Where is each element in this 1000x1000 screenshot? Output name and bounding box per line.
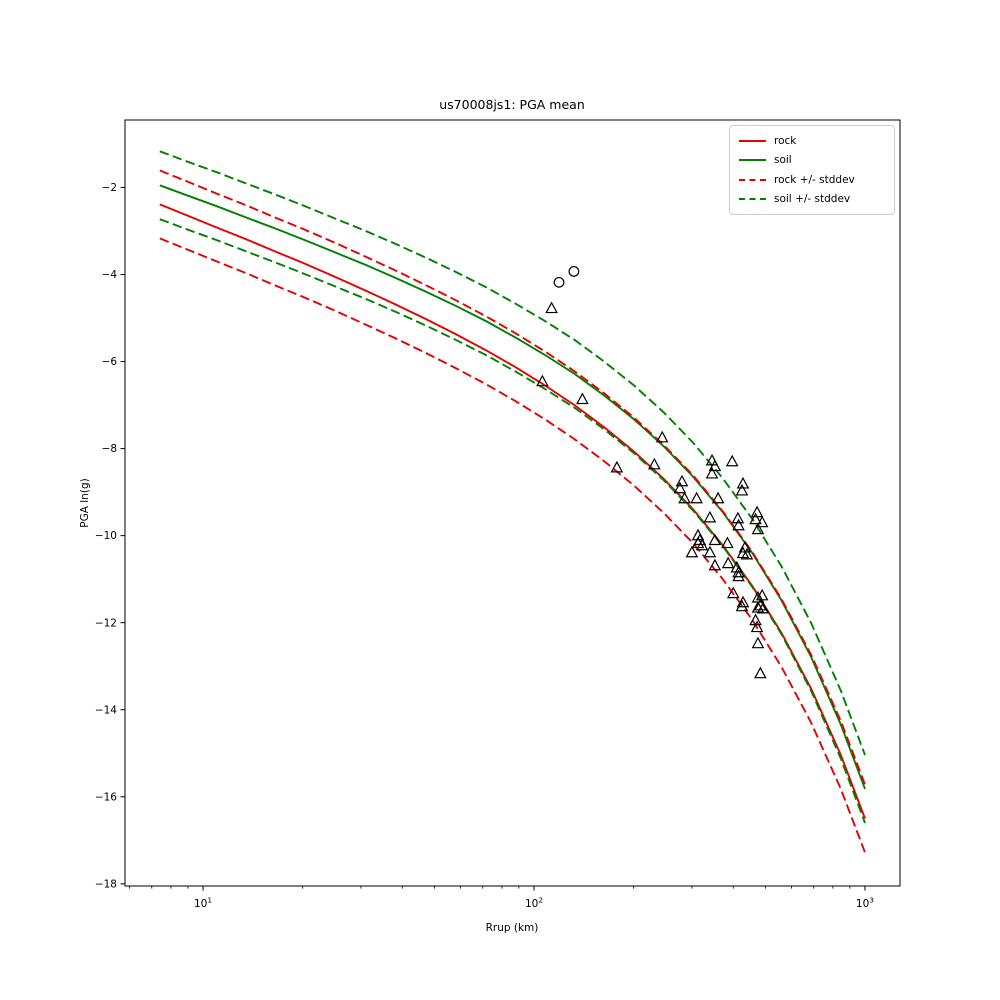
triangle-marker (725, 454, 739, 467)
triangle-marker (576, 392, 589, 405)
triangle-marker (740, 547, 754, 560)
series-rock-stddev-upper (159, 169, 866, 785)
triangle-marker (705, 466, 719, 479)
series-soil-stddev-upper (159, 150, 866, 756)
series-rock-stddev-lower (159, 237, 866, 853)
triangle-marker (736, 595, 750, 608)
x-axis-label: Rrup (km) (486, 922, 539, 934)
axis-ticks: 101 102 103 −2 −4 −6 −8 −10 −12 −14 −16 −18 (95, 182, 874, 910)
triangle-marker (750, 620, 764, 633)
triangle-marker (708, 558, 722, 571)
triangle-marker (655, 430, 669, 443)
triangle-marker (755, 515, 769, 528)
triangle-marker (735, 599, 749, 612)
scatter-group-recordings-circles (553, 266, 580, 288)
scatter-points (536, 266, 770, 679)
legend-label-soil-stddev: soil +/- stddev (774, 193, 851, 206)
y-tick-label: −12 (95, 617, 117, 629)
triangle-marker (750, 505, 764, 518)
triangle-marker (754, 666, 767, 679)
triangle-marker (536, 374, 549, 387)
triangle-marker (730, 560, 744, 573)
triangle-marker (732, 569, 745, 582)
triangle-marker (721, 556, 735, 569)
triangle-marker (695, 538, 709, 551)
y-tick-label: −14 (95, 704, 117, 716)
legend-item-rock: rock (739, 131, 886, 151)
legend-item-rock-stddev: rock +/- stddev (739, 170, 886, 190)
legend-item-soil: soil (739, 151, 886, 171)
x-tick-label: 101 (194, 896, 212, 911)
y-tick-label: −16 (95, 791, 117, 803)
triangle-marker (648, 457, 661, 470)
triangle-marker (749, 613, 762, 626)
y-tick-label: −4 (102, 269, 118, 281)
legend-line-rock-stddev (739, 178, 766, 181)
triangle-marker (751, 600, 765, 613)
circle-marker (553, 276, 565, 288)
triangle-marker (751, 636, 765, 649)
triangle-marker (685, 545, 699, 558)
y-tick-label: −2 (102, 182, 117, 194)
triangle-marker (732, 518, 745, 531)
scatter-group-recordings-triangles (536, 301, 770, 679)
triangle-marker (691, 528, 705, 541)
triangle-marker (690, 491, 703, 504)
triangle-marker (545, 301, 558, 314)
legend-line-rock (739, 139, 766, 142)
legend-label-soil: soil (774, 154, 792, 167)
triangle-marker (751, 522, 765, 535)
triangle-marker (735, 483, 749, 496)
triangle-marker (711, 491, 725, 504)
triangle-marker (754, 598, 767, 611)
triangle-marker (703, 510, 717, 523)
triangle-marker (703, 545, 717, 558)
triangle-marker (732, 565, 745, 578)
curve-series (159, 150, 866, 853)
series-soil-stddev-lower (159, 218, 866, 824)
triangle-marker (721, 536, 734, 549)
triangle-marker (749, 512, 762, 525)
y-axis-label: PGA ln(g) (79, 478, 91, 527)
axes-box (124, 119, 901, 887)
x-tick-label: 103 (856, 896, 874, 911)
legend-item-soil-stddev: soil +/- stddev (739, 190, 886, 210)
triangle-marker (756, 601, 770, 614)
x-tick-label: 102 (525, 896, 543, 911)
triangle-marker (673, 481, 687, 494)
legend: rock soil rock +/- stddev soil +/- stdde… (729, 125, 895, 215)
series-soil-line (159, 184, 866, 790)
triangle-marker (610, 460, 624, 473)
legend-label-rock-stddev: rock +/- stddev (774, 173, 855, 186)
triangle-marker (675, 474, 689, 487)
triangle-marker (726, 586, 740, 599)
triangle-marker (731, 511, 745, 524)
triangle-marker (708, 533, 722, 546)
y-tick-label: −8 (102, 443, 117, 455)
triangle-marker (678, 491, 691, 504)
circle-marker (568, 266, 580, 277)
y-tick-label: −18 (95, 878, 117, 890)
plot-frame (124, 119, 901, 887)
legend-line-soil-stddev (739, 198, 766, 201)
y-tick-label: −10 (95, 530, 117, 542)
y-tick-label: −6 (102, 356, 118, 368)
legend-label-rock: rock (774, 134, 797, 147)
triangle-marker (708, 459, 722, 472)
legend-line-soil (739, 159, 766, 162)
chart-title: us70008js1: PGA mean (439, 97, 585, 112)
